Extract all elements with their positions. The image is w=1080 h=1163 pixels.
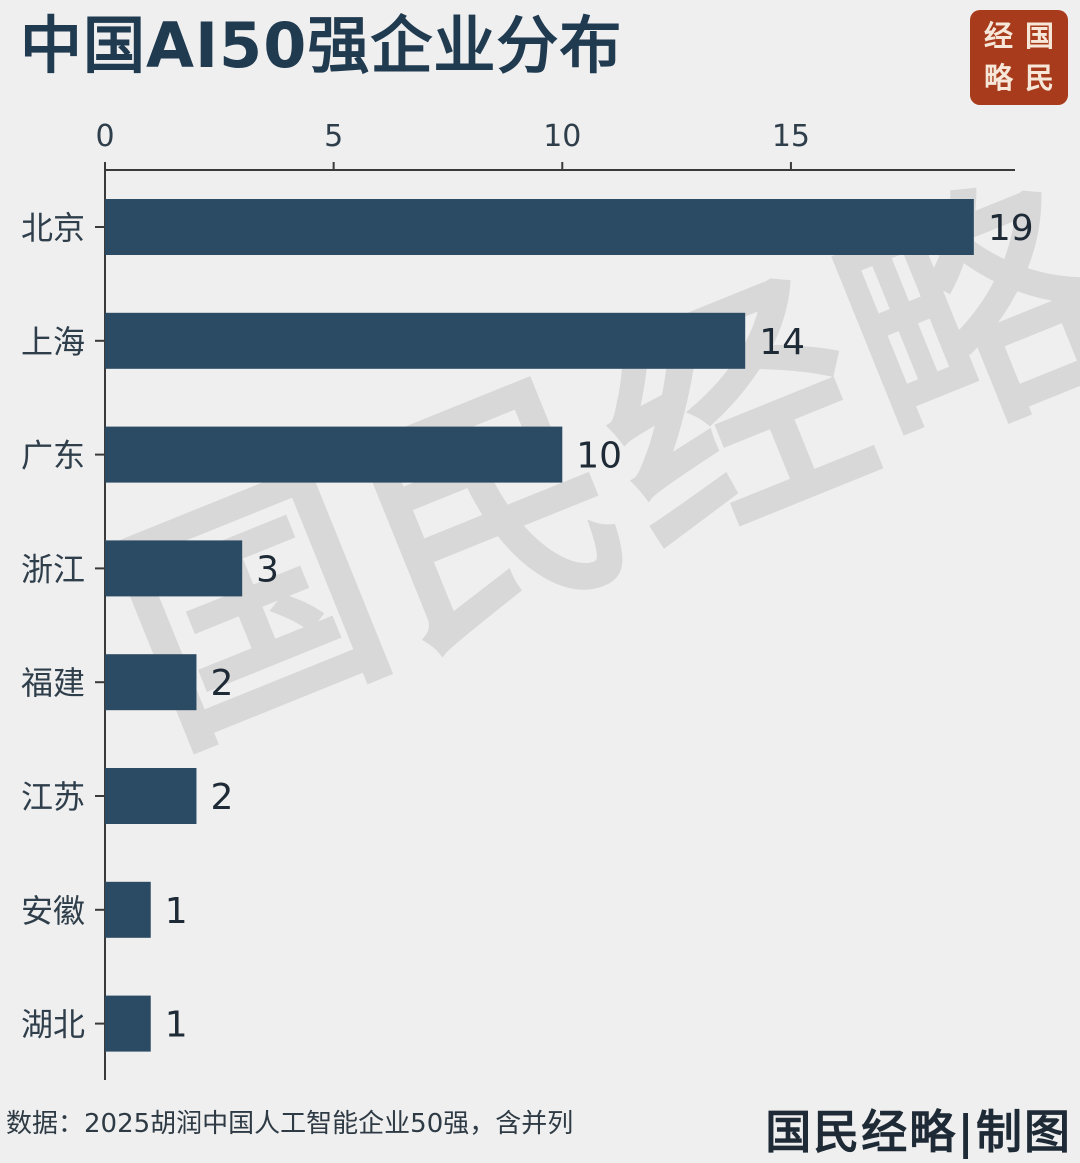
bar: [105, 540, 243, 597]
logo-char: 国: [1024, 19, 1054, 54]
bar: [105, 199, 974, 255]
category-label: 北京: [21, 209, 85, 247]
category-label: 广东: [21, 437, 85, 475]
data-label: 3: [256, 549, 279, 590]
logo-char: 略: [983, 60, 1013, 95]
category-label: 安徽: [21, 892, 85, 930]
bar: [105, 995, 151, 1052]
bar: [105, 881, 151, 938]
category-label: 浙江: [21, 550, 85, 588]
data-label: 2: [210, 777, 233, 818]
chart-title: 中国AI50强企业分布: [20, 9, 623, 82]
x-tick-label: 0: [95, 119, 114, 154]
logo-char: 民: [1024, 60, 1054, 95]
data-label: 10: [576, 436, 622, 477]
brand-logo: 经 国 略 民: [970, 10, 1068, 105]
data-label: 2: [210, 663, 233, 704]
data-label: 1: [165, 1005, 188, 1046]
x-tick-label: 5: [324, 119, 343, 154]
bar: [105, 768, 197, 824]
x-tick-label: 10: [543, 119, 581, 154]
category-label: 湖北: [21, 1006, 85, 1044]
x-tick-label: 15: [772, 119, 810, 154]
category-label: 上海: [21, 323, 85, 361]
data-label: 1: [165, 891, 188, 932]
logo-char: 经: [983, 19, 1013, 54]
data-label: 19: [988, 208, 1034, 249]
bar: [105, 654, 197, 711]
bar: [105, 312, 746, 369]
chart-credit: 国民经略|制图: [765, 1105, 1072, 1159]
category-label: 江苏: [21, 778, 85, 816]
bar: [105, 426, 563, 483]
data-source-note: 数据：2025胡润中国人工智能企业50强，含并列: [6, 1109, 574, 1139]
data-label: 14: [759, 322, 805, 363]
category-label: 福建: [21, 664, 85, 702]
